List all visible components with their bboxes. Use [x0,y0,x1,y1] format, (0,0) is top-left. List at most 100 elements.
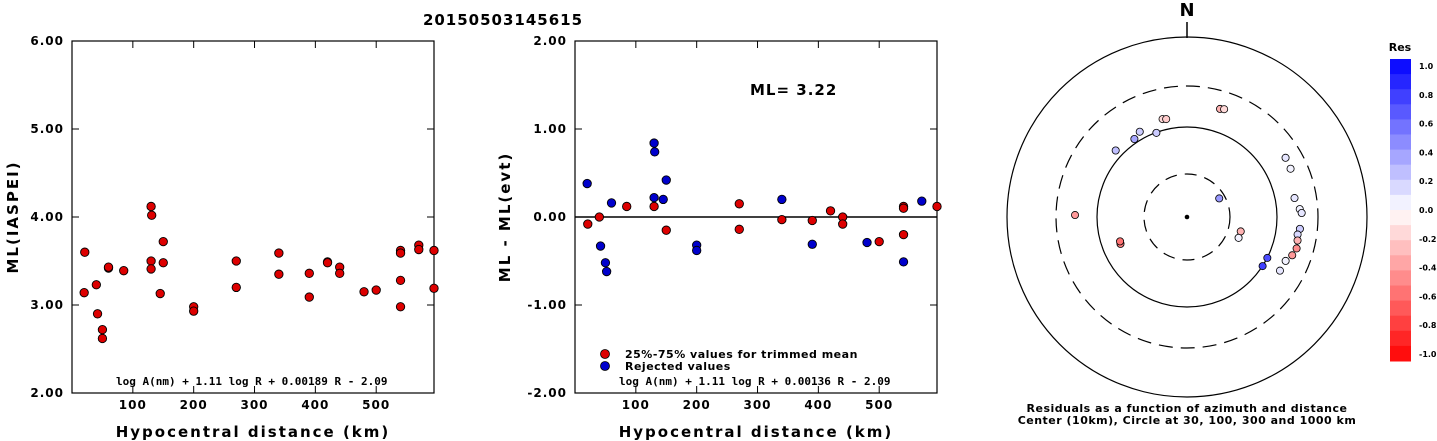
colorbar-cell [1390,74,1411,90]
middle-x-tick-label: 400 [804,398,832,412]
middle-data-point [874,236,884,247]
middle-data-point [898,203,909,213]
station-residual-marker [1220,105,1229,114]
legend-label-trimmed: 25%-75% values for trimmed mean [625,348,858,361]
left-x-tick-label: 500 [362,398,390,412]
legend-label-rejected: Rejected values [625,360,731,373]
left-y-tick-label: 3.00 [30,298,64,312]
colorbar-cell [1390,59,1411,75]
left-data-point [155,288,165,299]
colorbar: Res 1.0 0.8 0.6 0.4 0.2 0.0 -0.2 -0.4 -0.6 -0.8 -1… [1389,41,1437,362]
middle-x-tick-label: 200 [683,398,711,412]
middle-data-point [600,258,611,268]
middle-data-point [825,206,836,216]
station-residual-marker [1116,237,1125,246]
middle-y-ticks: -2.00 -1.00 0.00 1.00 2.00 [527,34,937,400]
azimuth-residual-map: N Residuals as a function of azimuth and… [1006,0,1368,427]
colorbar-tick-label: 0.6 [1419,120,1434,129]
middle-data-point [734,199,744,209]
colorbar-tick-label: -0.8 [1419,321,1437,330]
colorbar-tick-label: 1.0 [1419,62,1434,71]
colorbar-tick-label: -1.0 [1419,350,1437,359]
left-y-tick-label: 4.00 [30,210,64,224]
colorbar-tick-label: -0.4 [1419,264,1437,273]
polar-points [1071,104,1306,275]
station-residual-marker [1234,233,1243,242]
middle-data-point [898,257,909,267]
left-data-point [322,258,333,268]
middle-data-point [807,239,817,249]
left-y-tick-label: 6.00 [30,34,64,48]
middle-y-tick-label: 1.00 [533,122,567,136]
left-data-point [359,287,369,297]
left-x-tick-label: 400 [301,398,329,412]
left-data-point [429,283,439,293]
station-residual-marker [1297,208,1306,217]
legend-marker-rejected [600,361,610,371]
station-residual-marker [1281,153,1290,162]
left-y-ticks: 2.00 3.00 4.00 5.00 6.00 [30,34,434,400]
left-data-point [335,268,345,278]
colorbar-cell [1390,300,1411,317]
left-data-point [414,244,424,255]
middle-y-tick-label: 2.00 [533,34,567,48]
left-data-point [274,248,284,258]
left-data-point [146,256,156,266]
middle-data-point [649,192,659,203]
left-data-point [429,245,439,256]
middle-x-tick-label: 100 [622,398,650,412]
middle-data-point [898,229,909,240]
station-residual-marker [1071,211,1080,220]
middle-points [582,138,942,277]
middle-y-axis-label: ML - ML(evt) [496,152,514,282]
colorbar-cell [1390,179,1411,196]
middle-data-point [734,224,744,234]
station-residual-marker [1162,115,1171,124]
left-data-point [79,288,89,298]
station-residual-marker [1152,128,1161,137]
middle-formula: log A(nm) + 1.11 log R + 0.00136 R - 2.0… [619,375,891,388]
left-y-tick-label: 5.00 [30,122,64,136]
middle-data-point [658,194,668,205]
middle-data-point [917,196,927,206]
ring-1000km [1006,36,1368,398]
middle-x-tick-label: 300 [743,398,771,412]
map-caption-line1: Residuals as a function of azimuth and d… [1027,402,1348,415]
map-caption-line2: Center (10km), Circle at 30, 100, 300 an… [1018,414,1357,427]
left-data-point [146,201,156,212]
left-data-point [304,292,314,302]
left-x-ticks: 100 200 300 400 500 [119,41,390,412]
station-residual-marker [1130,135,1139,144]
epicenter-marker [1184,214,1190,220]
left-y-axis-label: ML(IASPEI) [4,160,22,273]
left-data-point [395,302,406,312]
colorbar-cell [1390,164,1411,181]
colorbar-cell [1390,240,1411,256]
middle-y-tick-label: -2.00 [527,386,567,400]
colorbar-cell [1390,194,1411,211]
left-data-point [371,285,381,295]
colorbar-cell [1390,134,1411,151]
left-x-tick-label: 100 [119,398,147,412]
colorbar-tick-label: 0.8 [1419,91,1434,100]
middle-x-tick-label: 500 [865,398,893,412]
middle-data-point [661,175,671,185]
left-data-point [274,269,284,279]
middle-data-point [932,201,942,212]
legend-marker-trimmed [600,349,610,359]
left-data-point [158,258,168,268]
station-residual-marker [1215,194,1224,203]
left-points [79,201,439,344]
figure-title: 20150503145615 [423,11,583,29]
middle-data-point [649,201,659,212]
colorbar-cell [1390,149,1411,166]
left-data-point [158,236,168,247]
left-data-point [147,210,157,220]
middle-data-point [777,194,787,205]
colorbar-cell [1390,119,1411,135]
middle-data-point [650,147,660,157]
middle-data-point [606,198,617,208]
left-x-tick-label: 300 [240,398,268,412]
colorbar-cell [1390,285,1411,302]
station-residual-marker [1281,256,1290,265]
